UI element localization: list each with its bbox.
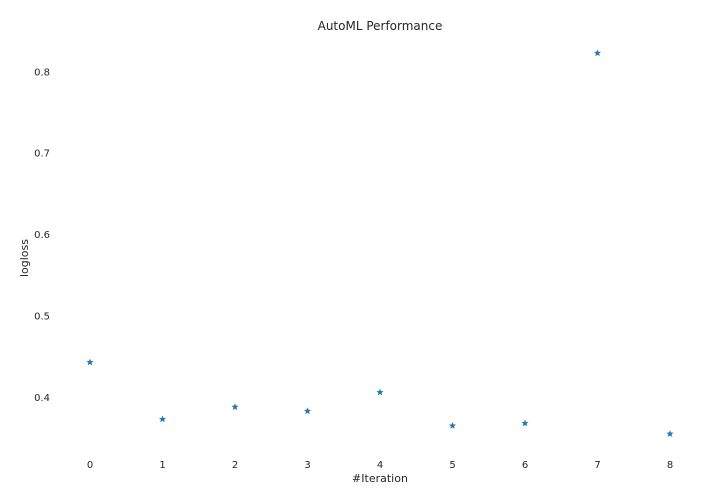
x-tick-label: 4 — [377, 460, 383, 471]
x-tick-label: 0 — [87, 460, 93, 471]
y-tick-label: 0.8 — [34, 67, 50, 78]
x-tick-label: 5 — [449, 460, 455, 471]
y-tick-label: 0.6 — [34, 230, 50, 241]
data-point-star — [666, 430, 674, 438]
y-tick-labels: 0.4 0.5 0.6 0.7 0.8 — [34, 67, 50, 404]
x-tick-label: 6 — [522, 460, 528, 471]
data-points — [86, 49, 674, 438]
data-point-star — [448, 421, 457, 429]
data-point-star — [376, 388, 384, 396]
x-tick-label: 8 — [667, 460, 673, 471]
data-point-star — [158, 415, 167, 423]
x-axis-label: #Iteration — [352, 472, 408, 485]
data-point-star — [521, 419, 529, 427]
x-tick-label: 3 — [304, 460, 310, 471]
data-point-star — [86, 358, 94, 366]
y-tick-label: 0.7 — [34, 149, 50, 160]
data-point-star — [231, 403, 239, 411]
x-tick-label: 2 — [232, 460, 238, 471]
data-point-star — [303, 407, 312, 415]
x-tick-labels: 0 1 2 3 4 5 6 7 8 — [87, 460, 673, 471]
y-tick-label: 0.4 — [34, 393, 50, 404]
y-axis-label: logloss — [18, 239, 31, 277]
chart-title: AutoML Performance — [318, 19, 443, 33]
x-tick-label: 1 — [159, 460, 165, 471]
y-tick-label: 0.5 — [34, 311, 50, 322]
data-point-star — [593, 49, 602, 57]
x-tick-label: 7 — [594, 460, 600, 471]
